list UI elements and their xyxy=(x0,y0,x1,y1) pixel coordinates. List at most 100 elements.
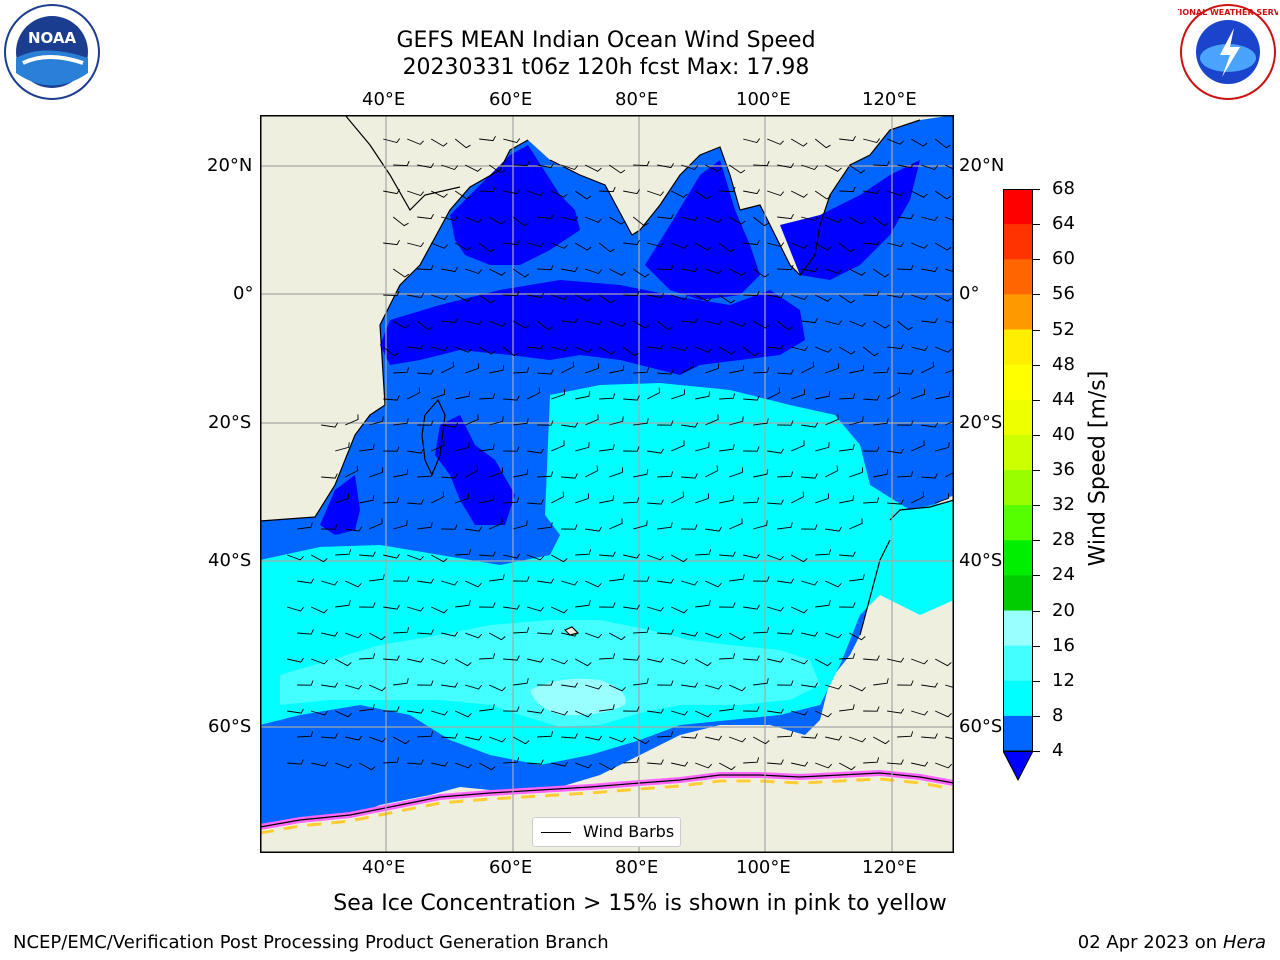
wind-barb xyxy=(695,710,712,718)
colorbar-tick-mark xyxy=(1033,259,1040,261)
wind-barb xyxy=(934,190,952,200)
wind-barb xyxy=(383,290,400,297)
wind-barb xyxy=(728,268,746,276)
wind-barb xyxy=(911,242,928,249)
wind-barb xyxy=(670,190,688,198)
legend-label: Wind Barbs xyxy=(583,822,675,841)
wind-barb xyxy=(791,346,809,352)
wind-barb xyxy=(887,343,904,350)
ocean-field-lt4-bay-of-bengal xyxy=(645,160,760,300)
wind-barb xyxy=(742,346,759,357)
wind-barb xyxy=(705,320,723,326)
wind-barb xyxy=(297,522,313,530)
wind-barb xyxy=(383,706,400,712)
wind-barb xyxy=(695,600,711,608)
wind-barb xyxy=(393,367,410,374)
colorbar-tick-mark xyxy=(1033,329,1040,331)
wind-barb xyxy=(479,602,496,608)
colorbar-cell xyxy=(1003,470,1033,506)
wind-barb xyxy=(513,367,530,374)
wind-barb xyxy=(695,493,710,504)
wind-barb xyxy=(767,343,784,350)
wind-barb xyxy=(527,242,545,248)
wind-barb xyxy=(297,578,314,584)
wind-barb xyxy=(934,138,951,149)
wind-barb xyxy=(815,493,830,504)
wind-barb xyxy=(455,762,473,769)
colorbar-tick-label: 28 xyxy=(1052,529,1075,551)
wind-barb xyxy=(767,448,784,454)
wind-barb xyxy=(743,655,760,661)
wind-barb xyxy=(767,293,784,299)
wind-barb xyxy=(897,369,914,375)
wind-barb xyxy=(407,293,424,299)
wind-barb xyxy=(608,632,626,641)
wind-barb xyxy=(441,682,458,688)
ocean-field-12-16 xyxy=(280,620,820,727)
wind-barb xyxy=(465,268,483,275)
wind-barb xyxy=(311,761,329,767)
wind-barb xyxy=(297,629,314,635)
wind-barb xyxy=(815,391,831,400)
wind-barb xyxy=(417,522,433,530)
wind-barb xyxy=(681,631,699,637)
colorbar-tick-label: 64 xyxy=(1052,213,1075,235)
wind-barb xyxy=(489,416,504,426)
svg-text:NATIONAL WEATHER SERVICE: NATIONAL WEATHER SERVICE xyxy=(1178,8,1278,17)
wind-barb xyxy=(728,164,746,174)
wind-barb xyxy=(719,444,735,452)
wind-barb xyxy=(801,580,819,586)
wind-barb xyxy=(465,684,483,690)
wind-barb xyxy=(345,684,363,690)
colorbar-cell xyxy=(1003,224,1033,260)
wind-barb xyxy=(478,762,496,771)
wind-barb xyxy=(753,678,769,686)
wind-barb xyxy=(479,653,496,660)
wind-barb xyxy=(479,704,495,712)
wind-barb xyxy=(849,365,865,374)
wind-barb xyxy=(561,631,579,637)
wind-barb xyxy=(743,446,760,452)
wind-barb xyxy=(921,267,938,273)
footer-date-text: 02 Apr 2023 on xyxy=(1077,932,1223,953)
wind-barb xyxy=(704,465,719,478)
wind-barb xyxy=(777,369,794,375)
wind-barb xyxy=(647,499,664,505)
wind-barb xyxy=(705,632,723,639)
chart-title-line1: GEFS MEAN Indian Ocean Wind Speed xyxy=(396,28,816,53)
wind-barb xyxy=(441,631,459,637)
wind-barb xyxy=(407,242,425,248)
wind-barb xyxy=(694,242,712,251)
wind-barb xyxy=(814,242,832,251)
wind-barb xyxy=(537,163,554,169)
wind-barb xyxy=(383,239,400,246)
colorbar-tick-label: 52 xyxy=(1052,318,1075,340)
wind-barb xyxy=(335,710,352,718)
wind-barb xyxy=(311,606,328,614)
wind-barb xyxy=(407,190,425,197)
wind-barb xyxy=(911,440,925,452)
wind-barb xyxy=(825,735,843,741)
wind-barb xyxy=(887,657,905,663)
wind-barb xyxy=(321,580,339,586)
wind-barb xyxy=(561,473,578,479)
wind-barb xyxy=(657,420,674,426)
wind-barb xyxy=(287,606,305,612)
wind-barb xyxy=(719,186,736,193)
wind-barb xyxy=(801,317,818,324)
wind-barb xyxy=(767,606,785,612)
wind-barb xyxy=(633,469,649,478)
wind-barb xyxy=(872,320,890,329)
wind-barb xyxy=(839,444,855,452)
wind-barb xyxy=(681,216,699,222)
wind-barb xyxy=(815,600,831,608)
wind-barb xyxy=(369,736,387,743)
colorbar-cell xyxy=(1003,294,1033,330)
wind-barb xyxy=(599,602,616,608)
wind-barb xyxy=(657,629,674,635)
wind-barb xyxy=(417,369,434,375)
lon-tick-top-40e: 40°E xyxy=(362,89,406,110)
wind-barb xyxy=(359,653,376,660)
wind-barb xyxy=(801,524,818,530)
wind-barb xyxy=(431,658,449,665)
